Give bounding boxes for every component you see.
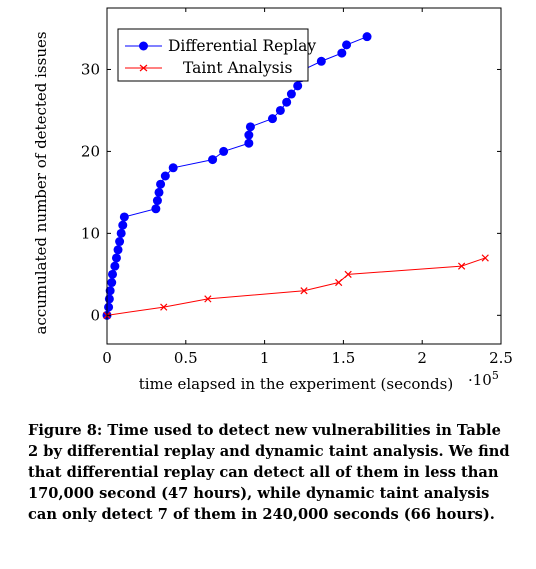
data-point-differential-replay bbox=[337, 48, 347, 58]
y-tick-label: 20 bbox=[81, 142, 100, 160]
data-point-differential-replay bbox=[105, 286, 115, 296]
x-tick-label: 1.5 bbox=[331, 349, 355, 367]
data-point-taint-analysis bbox=[457, 262, 466, 270]
data-point-differential-replay bbox=[267, 114, 277, 124]
data-point-differential-replay bbox=[293, 81, 303, 91]
data-point-differential-replay bbox=[245, 122, 255, 132]
data-point-taint-analysis bbox=[481, 254, 489, 262]
data-point-differential-replay bbox=[118, 220, 128, 230]
data-point-differential-replay bbox=[219, 146, 229, 156]
plot-area-frame bbox=[106, 7, 502, 345]
data-point-differential-replay bbox=[107, 278, 117, 288]
data-point-taint-analysis bbox=[300, 287, 308, 295]
data-point-taint-analysis bbox=[335, 278, 343, 287]
data-point-differential-replay bbox=[113, 245, 123, 255]
data-point-differential-replay bbox=[342, 40, 352, 50]
legend-marker-taint-analysis bbox=[139, 64, 148, 72]
data-point-differential-replay bbox=[316, 56, 326, 66]
x-tick-label: 2.5 bbox=[489, 349, 513, 367]
data-point-differential-replay bbox=[244, 130, 254, 140]
data-point-differential-replay bbox=[244, 138, 254, 148]
series-layer bbox=[102, 32, 489, 320]
y-axis-title: accumulated number of detected issues bbox=[32, 31, 50, 334]
y-tick-label: 10 bbox=[81, 224, 100, 242]
legend-box bbox=[117, 28, 309, 82]
data-point-differential-replay bbox=[116, 228, 126, 238]
x-tick-label: 1 bbox=[260, 349, 270, 367]
y-tick-label: 0 bbox=[90, 306, 100, 324]
legend-label-taint-analysis: Taint Analysis bbox=[183, 59, 293, 77]
data-point-differential-replay bbox=[156, 179, 166, 189]
x-tick-label: 0.5 bbox=[174, 349, 198, 367]
series-line-taint-analysis bbox=[106, 257, 486, 316]
x-axis-scale-label: ·105 bbox=[468, 369, 499, 389]
data-point-differential-replay bbox=[208, 155, 218, 165]
axis-ticks: 0 0.5 1 1.5 2 2.5 0 10 20 30 bbox=[81, 8, 513, 367]
data-point-differential-replay bbox=[104, 302, 114, 312]
data-point-differential-replay bbox=[275, 105, 285, 115]
figure-caption: Figure 8: Time used to detect new vulner… bbox=[28, 422, 510, 523]
x-tick-label: 2 bbox=[417, 349, 427, 367]
chart: 0 0.5 1 1.5 2 2.5 0 10 20 30 time elapsed in the … bbox=[32, 7, 513, 393]
legend-label-differential-replay: Differential Replay bbox=[168, 37, 316, 55]
data-point-differential-replay bbox=[111, 253, 121, 263]
data-point-differential-replay bbox=[119, 212, 129, 222]
data-point-differential-replay bbox=[104, 294, 114, 304]
data-point-differential-replay bbox=[115, 237, 125, 247]
data-point-differential-replay bbox=[168, 163, 178, 173]
y-tick-label: 30 bbox=[81, 60, 100, 78]
legend-marker-differential-replay bbox=[139, 41, 148, 51]
data-point-differential-replay bbox=[154, 187, 164, 197]
data-point-taint-analysis bbox=[344, 270, 352, 278]
data-point-differential-replay bbox=[110, 261, 120, 271]
data-point-differential-replay bbox=[152, 196, 162, 206]
data-point-differential-replay bbox=[362, 32, 372, 42]
x-axis-title: time elapsed in the experiment (seconds) bbox=[139, 375, 453, 393]
data-point-differential-replay bbox=[151, 204, 161, 214]
data-point-differential-replay bbox=[286, 89, 296, 99]
data-point-taint-analysis bbox=[204, 295, 212, 303]
data-point-differential-replay bbox=[160, 171, 170, 181]
data-point-taint-analysis bbox=[160, 303, 168, 311]
x-tick-label: 0 bbox=[102, 349, 112, 367]
data-point-differential-replay bbox=[108, 269, 118, 279]
legend: Differential Replay Taint Analysis bbox=[117, 28, 316, 82]
data-point-differential-replay bbox=[282, 97, 292, 107]
